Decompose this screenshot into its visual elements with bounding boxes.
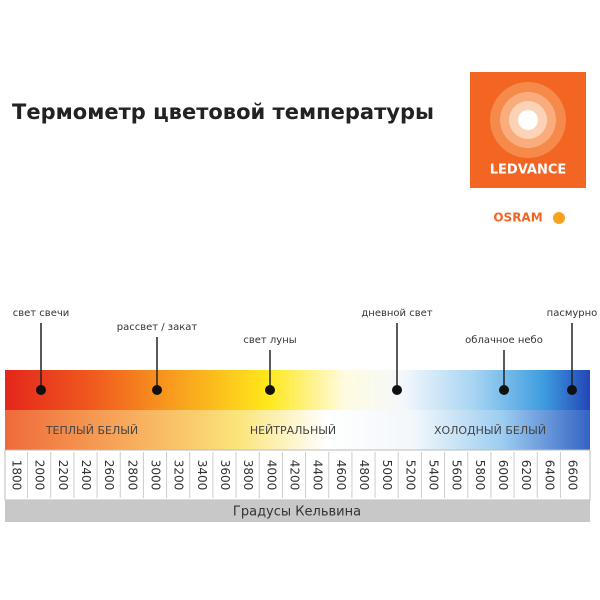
tick-label: 3600 [218, 460, 232, 491]
warm-cold-band [5, 370, 590, 410]
tick-label: 2000 [33, 460, 47, 491]
tick-label: 6600 [566, 460, 580, 491]
logo-brand: LEDVANCE [490, 163, 567, 178]
tick-label: 2400 [79, 460, 93, 491]
tick-label: 2600 [102, 460, 116, 491]
marker-label: рассвет / закат [117, 322, 198, 333]
logo: LEDVANCE OSRAM [470, 72, 586, 225]
tick-label: 3200 [172, 460, 186, 491]
tick-label: 6400 [542, 460, 556, 491]
tick-label: 6000 [496, 460, 510, 491]
marker-dot [265, 385, 275, 395]
tick-label: 4400 [311, 460, 325, 491]
logo-icon [553, 212, 565, 224]
axis-bar [5, 500, 590, 522]
tick-label: 5000 [380, 460, 394, 491]
marker-label: свет свечи [13, 308, 70, 319]
tick-area [4, 449, 591, 501]
marker-dot [392, 385, 402, 395]
tick-label: 6200 [519, 460, 533, 491]
axis-label: Градусы Кельвина [233, 505, 361, 520]
marker-dot [36, 385, 46, 395]
zone-label: НЕЙТРАЛЬНЫЙ [250, 424, 336, 437]
tick-label: 5800 [473, 460, 487, 491]
tick-label: 1800 [10, 460, 24, 491]
marker-label: облачное небо [465, 335, 543, 346]
tick-label: 5200 [403, 460, 417, 491]
tick-label: 4600 [334, 460, 348, 491]
marker-label: дневной свет [361, 308, 432, 319]
marker-label: свет луны [243, 335, 296, 346]
zone-label: ХОЛОДНЫЙ БЕЛЫЙ [434, 424, 546, 437]
tick-label: 2200 [56, 460, 70, 491]
logo-ring [518, 110, 538, 130]
scale-content: 1800 2000 2200 2400 2600 2800 3000 3200 3400 3600… [10, 308, 598, 498]
tick-label: 3000 [149, 460, 163, 491]
tick-label: 4000 [264, 460, 278, 491]
zone-band [5, 410, 590, 450]
logo-sub: OSRAM [493, 211, 542, 225]
tick-label: 4200 [288, 460, 302, 491]
tick-label: 5600 [450, 460, 464, 491]
marker-label: пасмурно [547, 308, 598, 319]
tick-label: 4800 [357, 460, 371, 491]
marker-dot [152, 385, 162, 395]
marker-dot [567, 385, 577, 395]
tick-label: 2800 [125, 460, 139, 491]
title: Термометр цветовой температуры [12, 100, 434, 124]
zone-label: ТЕПЛЫЙ БЕЛЫЙ [45, 424, 138, 437]
tick-label: 3400 [195, 460, 209, 491]
tick-label: 5400 [427, 460, 441, 491]
marker-dot [499, 385, 509, 395]
tick-label: 3800 [241, 460, 255, 491]
